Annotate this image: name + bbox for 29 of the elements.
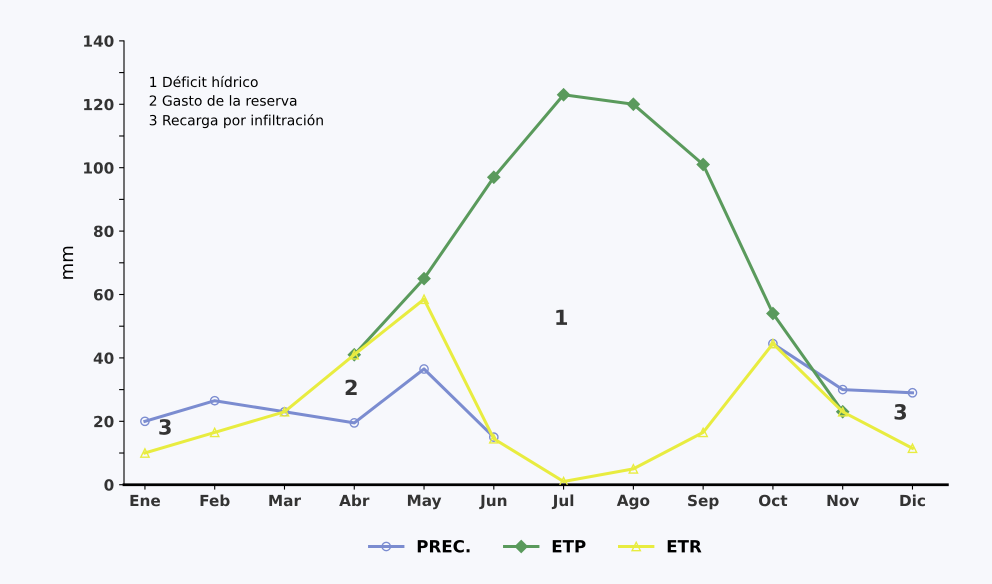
x-tick-label: Jun (479, 494, 506, 510)
y-tick-label: 0 (104, 479, 114, 491)
y-axis-title: mm (62, 246, 74, 279)
y-tick-label: 80 (94, 226, 114, 238)
x-tick-label: Nov (827, 494, 860, 506)
y-tick-label: 100 (84, 162, 114, 174)
x-tick-label: Jul (552, 494, 574, 510)
x-tick-label: Abr (339, 494, 370, 506)
y-tick-label: 60 (94, 288, 114, 301)
annotation: 1 (556, 310, 568, 325)
x-tick-label: Oct (759, 494, 788, 506)
x-tick-label: Dic (900, 494, 925, 506)
legend-label: ETP (552, 540, 586, 552)
annotation: 2 (346, 380, 357, 396)
annotation: 3 (159, 419, 171, 435)
x-tick-label: Mar (269, 494, 301, 506)
annotation: 3 (894, 404, 906, 420)
legend-label: PREC. (418, 540, 470, 553)
y-tick-label: 140 (84, 35, 114, 47)
x-tick-label: Ene (130, 494, 160, 506)
y-tick-label: 40 (94, 352, 114, 364)
y-tick-label: 20 (94, 416, 114, 428)
x-tick-label: Feb (200, 494, 230, 506)
annotation: 1 Déficit hídrico 2 Gasto de la reserva 3 Recarga por infiltración (150, 76, 323, 128)
y-tick-label: 120 (84, 98, 114, 110)
x-tick-label: Ago (616, 494, 650, 510)
x-tick-label: Sep (688, 494, 719, 510)
legend-label: ETR (668, 540, 702, 552)
x-tick-label: May (408, 494, 442, 510)
